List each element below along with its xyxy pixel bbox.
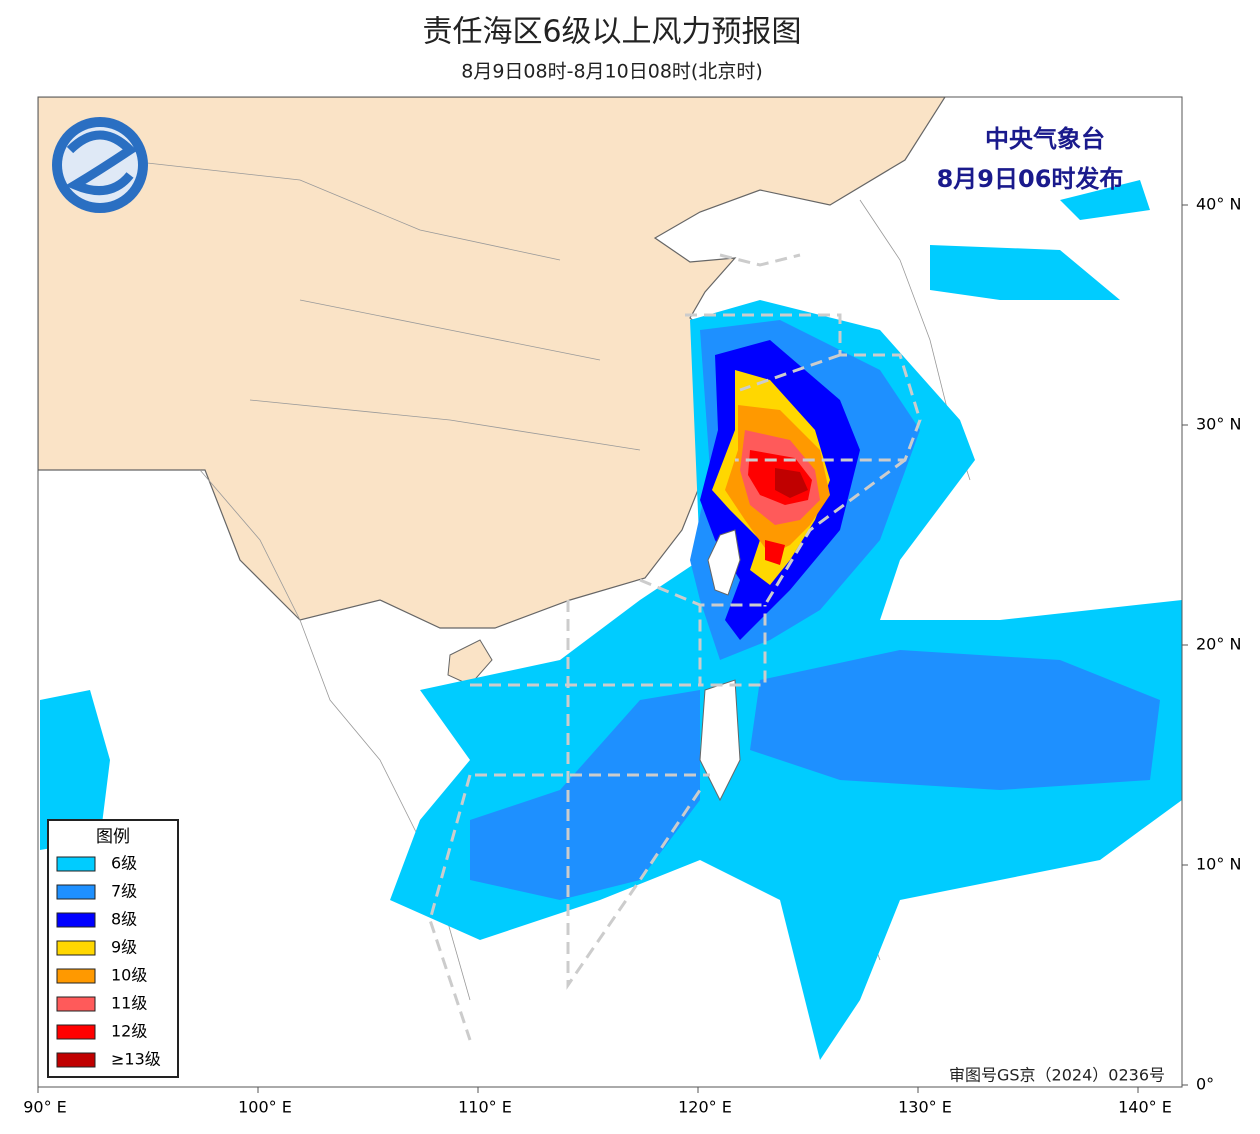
legend: 图例 6级 7级 8级 9级 10级 11级 12级 ≥13级 <box>47 819 179 1078</box>
legend-swatch <box>56 912 96 928</box>
legend-swatch <box>56 968 96 984</box>
land-hainan <box>447 639 493 686</box>
issue-time: 8月9日06时发布 <box>937 165 1124 193</box>
subtitle: 8月9日08时-8月10日08时(北京时) <box>461 61 762 83</box>
legend-swatch <box>56 996 96 1012</box>
legend-swatch <box>56 940 96 956</box>
axes: 90° E 100° E 110° E 120° E 130° E 140° E 40° N… <box>23 195 1241 1117</box>
wind-zone <box>470 650 1160 900</box>
legend-label: 10级 <box>111 966 147 985</box>
land-taiwan <box>707 529 741 596</box>
legend-label: 9级 <box>111 938 137 957</box>
lat-label: 0° <box>1196 1075 1214 1094</box>
legend-label: 8级 <box>111 910 137 929</box>
agency: 中央气象台 <box>985 125 1105 153</box>
lon-label: 140° E <box>1118 1098 1172 1117</box>
legend-label: 7级 <box>111 882 137 901</box>
lat-label: 20° N <box>1196 635 1241 654</box>
sea-area-lines <box>428 253 922 1041</box>
title: 责任海区6级以上风力预报图 <box>422 15 801 50</box>
legend-swatch <box>56 1024 96 1040</box>
legend-title: 图例 <box>96 827 130 847</box>
wind-zone <box>775 468 808 498</box>
lat-label: 30° N <box>1196 415 1241 434</box>
legend-swatch <box>56 856 96 872</box>
wind-zone <box>930 180 1150 300</box>
lat-label: 40° N <box>1196 195 1241 214</box>
legend-label: 12级 <box>111 1022 147 1041</box>
lon-label: 110° E <box>458 1098 512 1117</box>
lon-label: 90° E <box>23 1098 67 1117</box>
wind-zone <box>40 690 110 850</box>
wind-zones <box>40 180 1182 1060</box>
logo <box>52 117 148 213</box>
lat-label: 10° N <box>1196 855 1241 874</box>
legend-label: 11级 <box>111 994 147 1013</box>
approval-number: 审图号GS京（2024）0236号 <box>949 1066 1165 1085</box>
legend-label: ≥13级 <box>111 1050 161 1069</box>
legend-swatch <box>56 1052 96 1068</box>
legend-label: 6级 <box>111 854 137 873</box>
lon-label: 100° E <box>238 1098 292 1117</box>
map-body: 中央气象台 8月9日06时发布 审图号GS京（2024）0236号 <box>38 97 1182 1087</box>
lon-label: 120° E <box>678 1098 732 1117</box>
legend-swatch <box>56 884 96 900</box>
land-philippines <box>699 679 741 802</box>
map-frame <box>37 96 1183 1088</box>
lon-label: 130° E <box>898 1098 952 1117</box>
